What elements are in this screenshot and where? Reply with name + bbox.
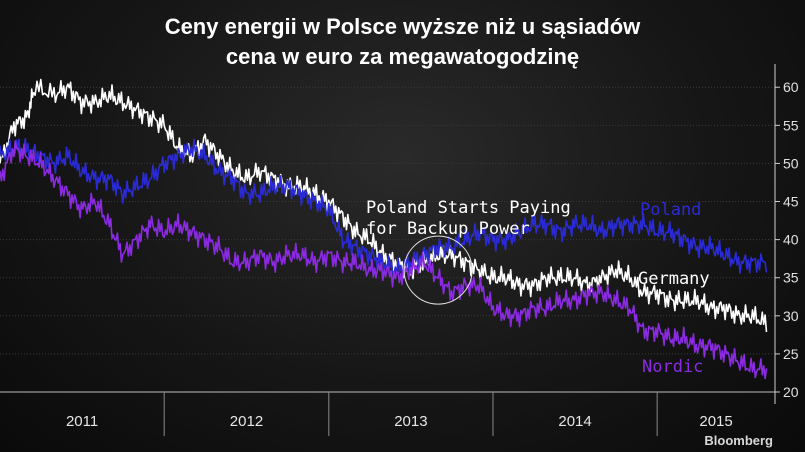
annotation-text-line1: Poland Starts Paying [366,198,571,218]
grid [0,86,775,393]
chart-title-line1: Ceny energii w Polsce wyższe niż u sąsia… [164,14,641,39]
series-line-nordic [0,140,768,380]
annotation-circle [403,235,473,305]
y-tick-label: 50 [783,155,799,171]
y-tick-label: 60 [783,79,799,95]
series-lines [0,78,768,380]
y-tick-label: 30 [783,308,799,324]
y-tick-label: 20 [783,384,799,400]
chart-title: Ceny energii w Polsce wyższe niż u sąsia… [0,12,805,72]
y-tick-label: 35 [783,270,799,286]
chart-title-line2: cena w euro za megawatogodzinę [225,44,580,69]
series-label-poland: Poland [640,200,701,220]
series-line-germany [0,78,768,333]
x-tick-label: 2013 [394,413,427,430]
annotation-text-line2: for Backup Power [366,219,530,239]
x-tick-label: 2012 [230,413,263,430]
series-line-poland [0,137,768,276]
y-tick-label: 45 [783,194,799,210]
x-tick-label: 2014 [558,413,591,430]
y-tick-label: 40 [783,232,799,248]
y-axis: 20 25 30 35 40 45 50 55 60 [774,64,799,404]
x-tick-label: 2015 [699,413,732,430]
y-tick-label: 55 [783,117,799,133]
x-tick-label: 2011 [66,413,98,430]
series-label-nordic: Nordic [642,357,703,377]
y-tick-label: 25 [783,346,799,362]
series-label-germany: Germany [638,269,710,289]
series-labels: Germany Poland Nordic [638,200,710,377]
x-axis: 2011 2012 2013 2014 2015 [0,391,775,436]
bloomberg-logo: Bloomberg [704,433,773,448]
